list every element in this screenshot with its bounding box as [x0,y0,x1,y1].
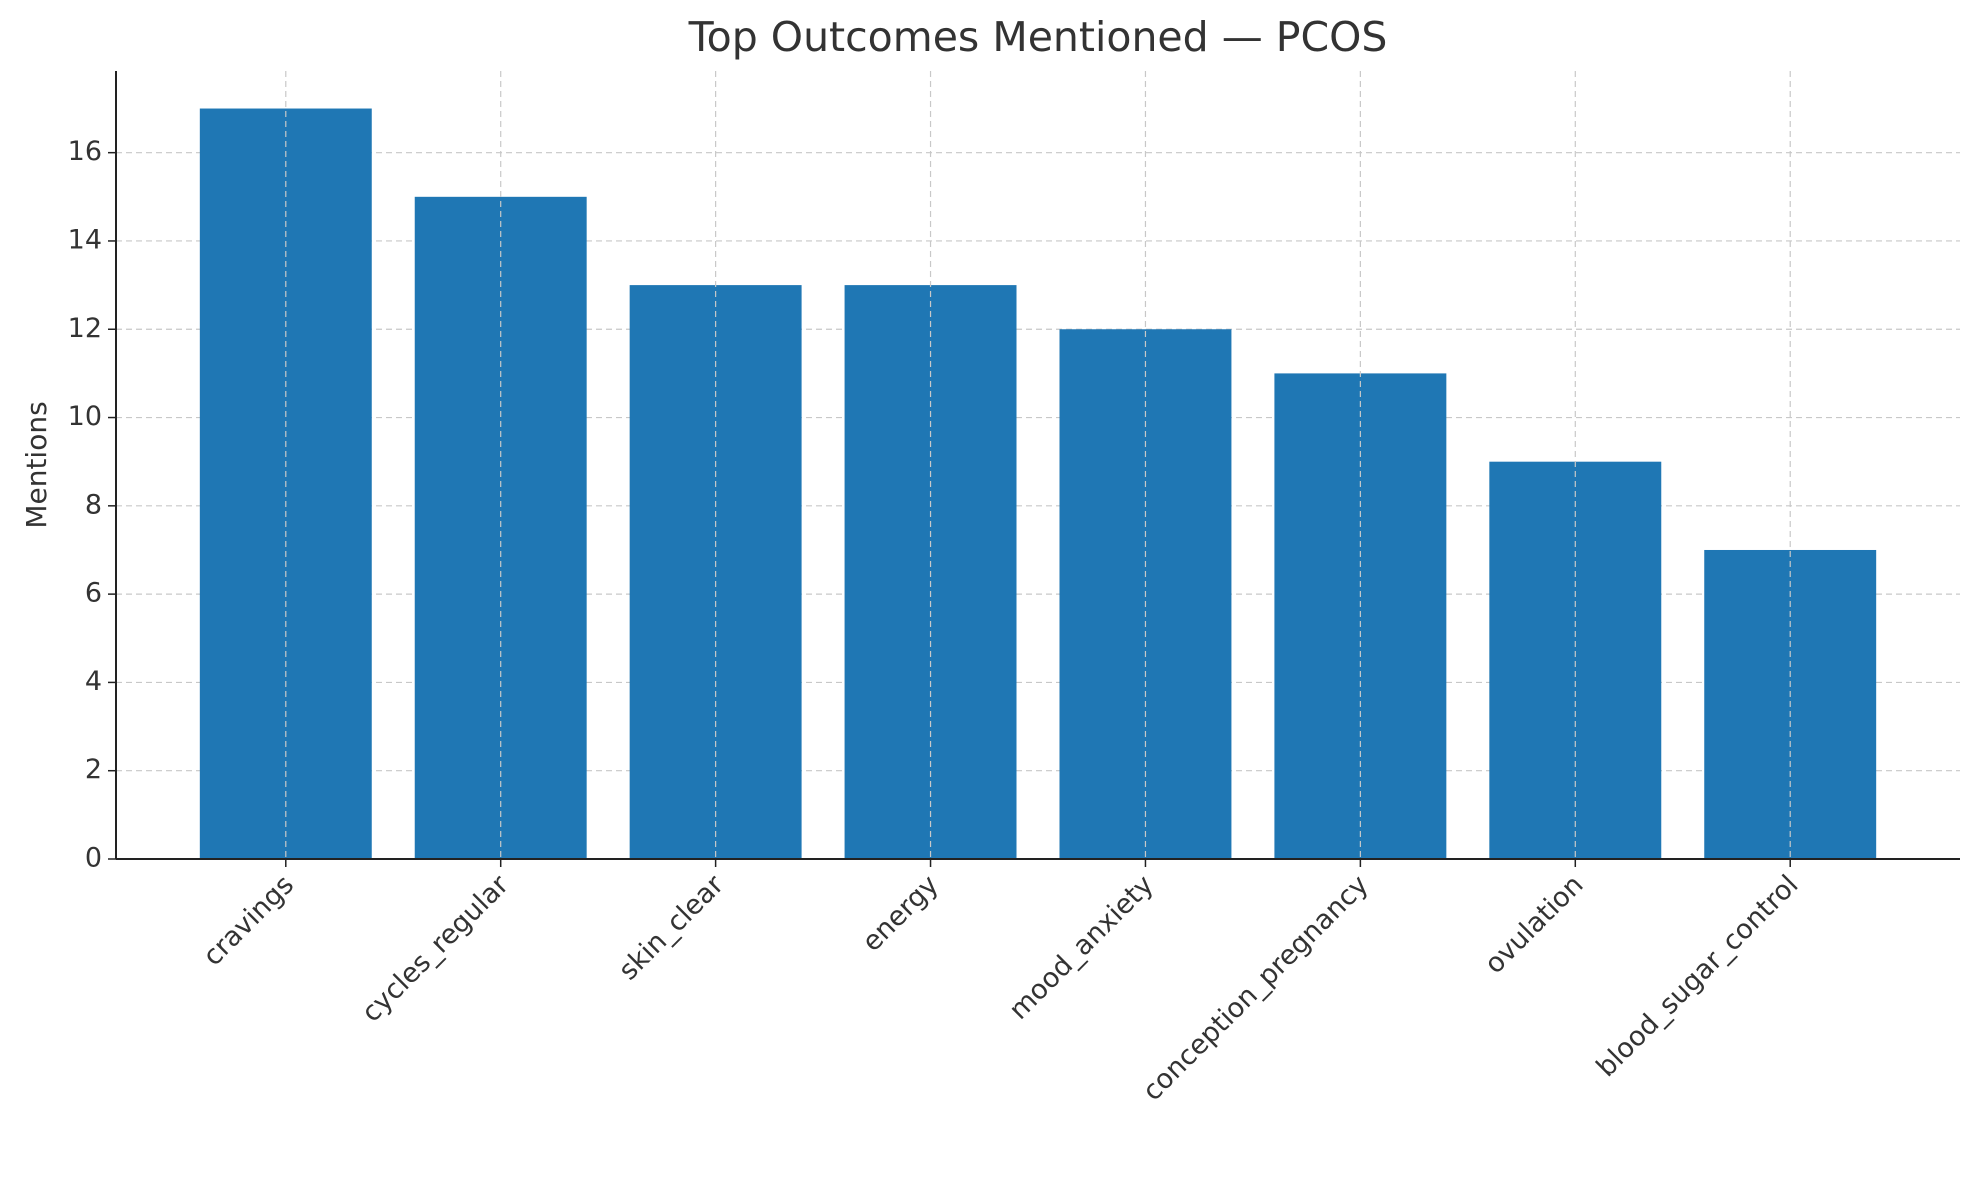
bar [414,196,587,859]
y-axis-label: Mentions [20,401,53,528]
x-tick-label: skin_clear [613,869,731,987]
y-tick-label: 8 [85,489,102,520]
y-tick-label: 4 [85,666,102,697]
chart-title: Top Outcomes Mentioned — PCOS [688,13,1388,61]
y-tick-label: 0 [85,843,102,874]
x-tick-label: conception_pregnancy [1137,869,1375,1107]
x-tick-label: ovulation [1479,869,1590,980]
y-tick-label: 6 [85,578,102,609]
x-tick-label: mood_anxiety [1003,869,1159,1025]
x-tick-label: cycles_regular [356,869,516,1029]
y-tick-label: 14 [68,224,102,255]
x-tick-label: blood_sugar_control [1591,869,1805,1083]
y-tick-label: 10 [68,401,102,432]
y-tick-label: 12 [68,313,102,344]
y-tick-label: 16 [68,136,102,167]
x-tick-label: energy [856,869,944,957]
y-tick-label: 2 [85,754,102,785]
x-tick-label: cravings [197,869,300,972]
